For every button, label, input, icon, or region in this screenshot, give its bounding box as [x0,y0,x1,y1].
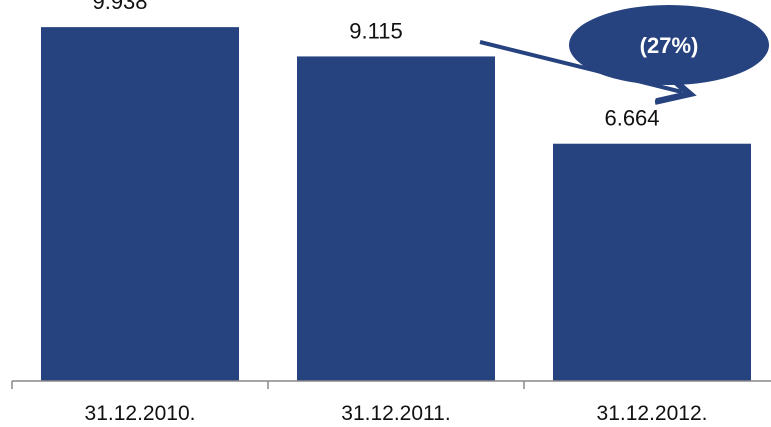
bar-1 [41,27,239,381]
data-label-3: 6.664 [604,106,659,131]
category-label-1: 31.12.2010. [85,402,196,425]
category-label-2: 31.12.2011. [341,402,450,425]
data-label-1: 9.938 [92,0,147,14]
bar-2 [297,56,495,381]
category-label-3: 31.12.2012. [597,402,708,425]
data-label-2: 9.115 [349,18,402,43]
percent-callout-bubble [569,5,769,85]
percent-callout-text: (27%) [640,33,699,58]
bar-3 [553,143,751,381]
